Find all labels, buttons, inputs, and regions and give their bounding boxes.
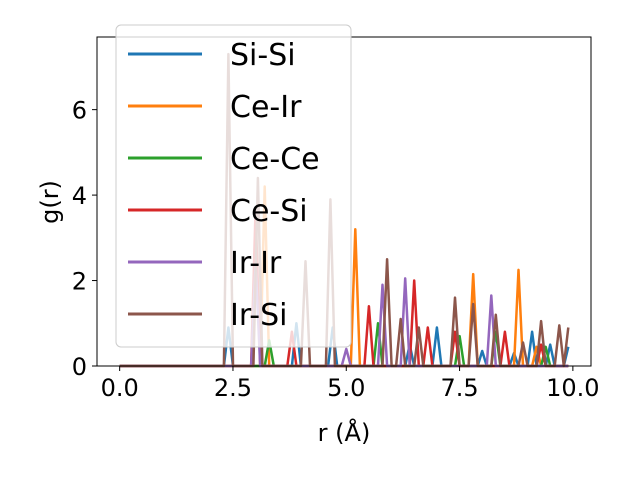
y-axis-ticks: 0 2 4 6	[72, 97, 97, 381]
series-line-ce-ce	[119, 322, 569, 368]
y-tick-label: 6	[72, 97, 87, 125]
y-tick-label: 2	[72, 268, 87, 296]
y-axis-label: g(r)	[36, 180, 64, 224]
x-tick-label: 7.5	[440, 374, 478, 402]
legend-label-ir-ir: Ir-Ir	[230, 246, 282, 281]
legend-label-ce-ce: Ce-Ce	[230, 142, 320, 177]
y-tick-label: 0	[72, 353, 87, 381]
x-tick-label: 10.0	[546, 374, 599, 402]
y-tick-label: 4	[72, 182, 87, 210]
legend-label-si-si: Si-Si	[230, 38, 296, 73]
legend: Si-Si Ce-Ir Ce-Ce Ce-Si Ir-Ir Ir-Si	[115, 24, 352, 348]
legend-label-ce-si: Ce-Si	[230, 194, 308, 229]
x-tick-label: 0.0	[101, 374, 139, 402]
x-axis-ticks: 0.0 2.5 5.0 7.5 10.0	[101, 366, 600, 402]
legend-label-ir-si: Ir-Si	[230, 298, 287, 333]
x-tick-label: 5.0	[327, 374, 365, 402]
legend-label-ce-ir: Ce-Ir	[230, 90, 302, 125]
x-tick-label: 2.5	[214, 374, 252, 402]
x-axis-label: r (Å)	[318, 418, 371, 447]
